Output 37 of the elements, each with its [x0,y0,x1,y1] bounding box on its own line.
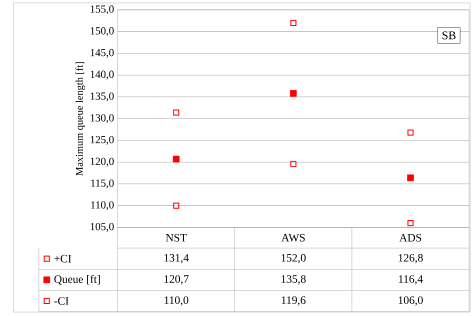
data-label: 119,6 [282,296,306,306]
y-tick-label: 120,0 [90,158,114,167]
y-tick-label: 145,0 [90,48,114,58]
point [407,174,414,182]
point [290,20,296,26]
point [407,129,414,136]
legend-label: +CI [54,254,72,262]
y-tick-label: 130,0 [90,114,114,124]
point [172,156,180,162]
point [290,90,297,97]
data-label: 135,8 [282,275,306,284]
x-tick-label: ADS [399,234,422,242]
y-tick-label: 150,0 [90,27,114,36]
point [407,220,414,226]
point [173,109,180,116]
x-tick-label: AWS [281,234,305,242]
data-label: 116,4 [398,275,423,284]
y-tick-label: 140,0 [90,70,114,80]
y-tick-label: 110,0 [91,201,114,210]
y-axis-title: Maximum queue length [ft] [76,62,85,176]
y-tick-label: 115,0 [91,179,114,188]
y-tick-label: 105,0 [90,222,114,232]
y-tick-label: 155,0 [90,5,114,14]
data-label: 152,0 [282,254,306,264]
data-label: 106,0 [398,296,423,306]
y-tick-label: 125,0 [90,136,114,145]
y-tick-label: 135,0 [90,92,114,102]
point [173,202,180,209]
legend-label: Queue [ft] [54,274,100,285]
data-label: 110,0 [164,296,188,306]
data-label: 131,4 [164,254,189,264]
data-label: 120,7 [164,275,189,284]
x-tick-label: NST [166,234,187,242]
data-label: 126,8 [398,254,423,264]
point [290,160,296,167]
annotation: SB [442,31,456,40]
legend-label: -CI [54,297,69,305]
